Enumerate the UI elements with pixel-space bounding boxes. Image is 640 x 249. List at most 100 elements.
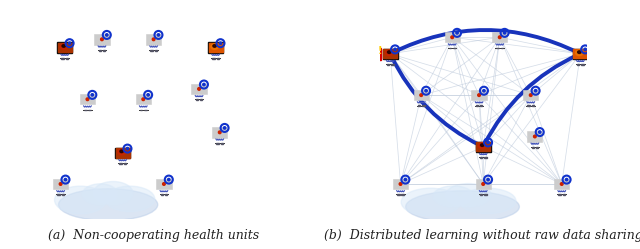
- Circle shape: [404, 178, 406, 181]
- Bar: [480, 157, 483, 158]
- Ellipse shape: [459, 188, 516, 214]
- Bar: [581, 64, 584, 65]
- Bar: [536, 147, 538, 148]
- Ellipse shape: [478, 143, 486, 149]
- Circle shape: [483, 90, 485, 92]
- Circle shape: [220, 42, 221, 44]
- Bar: [84, 110, 86, 111]
- Bar: [500, 48, 503, 49]
- Ellipse shape: [445, 184, 491, 207]
- Bar: [212, 127, 227, 137]
- Circle shape: [163, 183, 165, 185]
- Bar: [146, 34, 161, 45]
- Bar: [383, 49, 397, 59]
- Circle shape: [565, 178, 568, 181]
- Bar: [103, 50, 105, 51]
- Bar: [523, 90, 538, 100]
- Bar: [453, 48, 456, 49]
- Ellipse shape: [54, 186, 106, 214]
- Ellipse shape: [58, 189, 157, 221]
- Bar: [401, 194, 404, 195]
- Circle shape: [152, 38, 155, 41]
- Bar: [497, 48, 499, 49]
- Circle shape: [456, 32, 458, 34]
- Circle shape: [451, 36, 454, 39]
- Circle shape: [147, 94, 149, 96]
- Bar: [119, 163, 122, 164]
- Bar: [212, 58, 214, 59]
- FancyArrowPatch shape: [393, 30, 578, 53]
- Bar: [99, 50, 101, 51]
- Circle shape: [64, 178, 67, 181]
- Circle shape: [482, 183, 484, 185]
- Ellipse shape: [578, 51, 581, 54]
- Circle shape: [529, 94, 532, 96]
- Bar: [449, 48, 451, 49]
- Bar: [94, 34, 109, 45]
- Text: (a)  Non-cooperating health units: (a) Non-cooperating health units: [48, 230, 259, 243]
- Bar: [124, 163, 126, 164]
- Bar: [476, 142, 491, 152]
- Circle shape: [534, 135, 536, 138]
- Bar: [492, 32, 508, 43]
- Bar: [154, 50, 157, 51]
- Bar: [375, 50, 378, 58]
- Bar: [480, 194, 483, 195]
- Bar: [165, 194, 167, 195]
- Circle shape: [168, 178, 170, 181]
- Circle shape: [60, 183, 62, 185]
- Bar: [371, 51, 374, 56]
- Bar: [61, 194, 64, 195]
- Bar: [554, 179, 570, 189]
- Circle shape: [126, 147, 129, 150]
- Circle shape: [218, 131, 221, 134]
- Circle shape: [561, 183, 563, 185]
- Bar: [532, 147, 534, 148]
- Circle shape: [106, 34, 108, 36]
- Bar: [379, 48, 381, 60]
- Bar: [472, 90, 486, 100]
- Ellipse shape: [385, 50, 393, 56]
- Bar: [577, 64, 579, 65]
- Circle shape: [425, 90, 428, 92]
- Bar: [387, 64, 389, 65]
- Ellipse shape: [433, 186, 474, 207]
- Bar: [144, 110, 147, 111]
- Circle shape: [394, 48, 396, 51]
- Bar: [573, 49, 588, 59]
- Ellipse shape: [211, 44, 218, 49]
- Bar: [66, 58, 68, 59]
- Bar: [58, 43, 72, 52]
- Circle shape: [100, 38, 103, 41]
- Bar: [209, 43, 223, 52]
- Bar: [115, 148, 130, 158]
- Ellipse shape: [105, 186, 155, 212]
- Bar: [413, 90, 429, 100]
- Circle shape: [399, 183, 402, 185]
- Bar: [573, 49, 588, 59]
- Text: (b)  Distributed learning without raw data sharing: (b) Distributed learning without raw dat…: [324, 230, 640, 243]
- Circle shape: [86, 98, 89, 101]
- Text: !: !: [377, 46, 381, 56]
- Bar: [156, 179, 172, 189]
- Circle shape: [534, 90, 537, 92]
- Circle shape: [223, 127, 226, 129]
- Bar: [57, 42, 72, 53]
- Circle shape: [198, 88, 200, 90]
- Circle shape: [499, 36, 501, 39]
- Ellipse shape: [481, 144, 484, 146]
- Circle shape: [487, 178, 489, 181]
- Bar: [136, 94, 151, 105]
- Bar: [216, 58, 219, 59]
- Bar: [397, 194, 399, 195]
- Bar: [116, 148, 129, 158]
- FancyArrowPatch shape: [484, 55, 578, 144]
- Bar: [476, 179, 491, 189]
- Bar: [61, 58, 64, 59]
- Circle shape: [487, 141, 489, 144]
- Ellipse shape: [83, 184, 118, 205]
- Circle shape: [68, 42, 71, 44]
- FancyArrowPatch shape: [392, 56, 481, 146]
- Circle shape: [538, 131, 541, 133]
- Bar: [191, 84, 207, 94]
